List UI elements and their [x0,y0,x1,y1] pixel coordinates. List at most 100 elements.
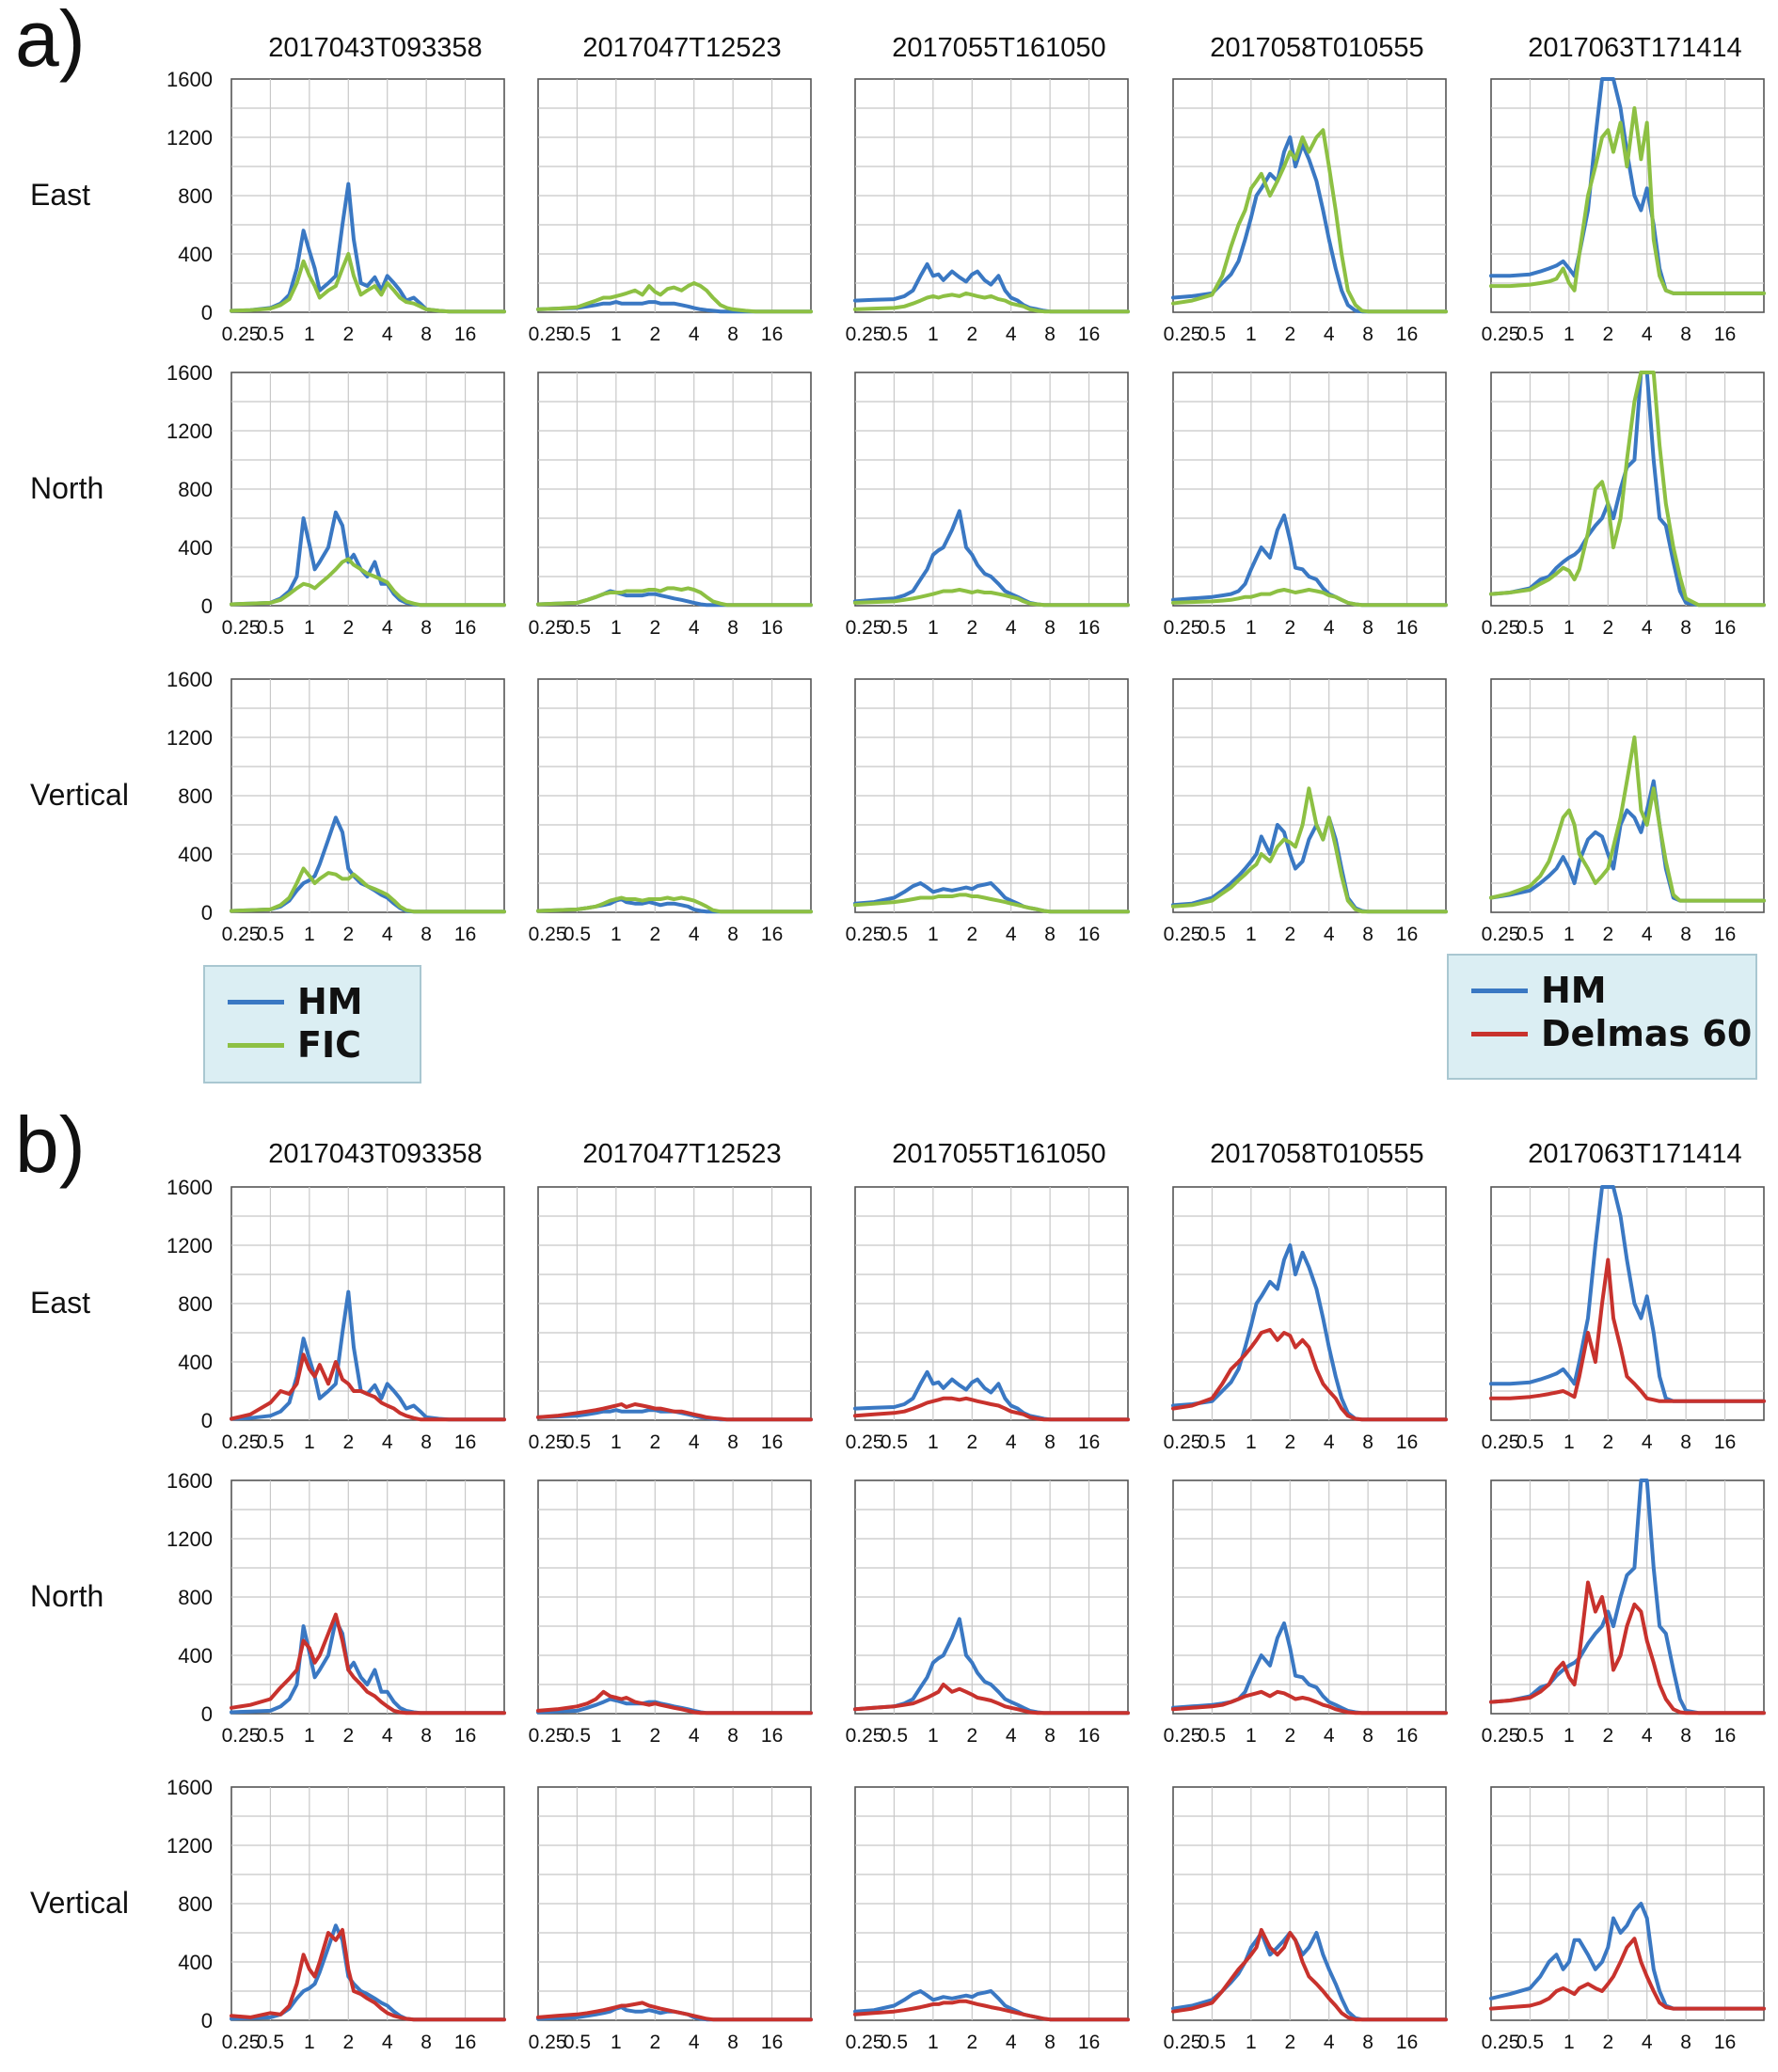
x-tick-label: 8 [1044,324,1056,345]
x-tick-label: 2 [1284,2032,1295,2053]
x-tick-label: 0.5 [881,324,908,345]
series-line-fic [536,895,813,914]
column-title: 2017058T010555 [1210,1139,1423,1169]
series-line-delmas-60 [230,1927,506,2022]
y-tick-label: 0 [201,901,213,925]
x-tick-label: 2 [649,924,660,945]
series-line-hm [1489,1479,1766,1716]
series-line-fic [1171,588,1448,608]
x-tick-label: 4 [689,1431,700,1453]
x-tick-label: 1 [611,924,622,945]
x-tick-label: 2 [1284,1431,1295,1453]
x-tick-label: 16 [1396,2032,1418,2053]
x-tick-label: 16 [1396,324,1418,345]
x-tick-label: 2 [649,1431,660,1453]
row-label: East [30,178,90,212]
x-tick-label: 1 [304,2032,315,2053]
x-tick-label: 0.25 [846,617,884,639]
legend-label-hm: HM [297,981,363,1022]
series-line-delmas-60 [230,1612,506,1716]
x-tick-label: 1 [928,2032,939,2053]
x-tick-label: 8 [421,324,432,345]
column-title: 2017058T010555 [1210,33,1423,63]
x-tick-label: 2 [342,324,354,345]
x-tick-label: 8 [1362,1431,1373,1453]
series-line-delmas-60 [536,2001,813,2022]
x-tick-label: 0.25 [1164,1725,1202,1747]
x-tick-label: 4 [689,1725,700,1747]
series-line-fic [853,291,1130,314]
x-tick-label: 16 [1396,924,1418,945]
y-tick-label: 800 [178,184,213,208]
x-tick-label: 1 [1246,1431,1257,1453]
x-tick-label: 4 [689,617,700,639]
x-tick-label: 0.25 [222,1431,261,1453]
x-tick-label: 0.25 [222,2032,261,2053]
row-label: Vertical [30,778,129,812]
x-tick-label: 4 [382,924,393,945]
series-line-delmas-60 [230,1352,506,1422]
legend-hm-fic: HM FIC [203,965,421,1083]
x-tick-label: 2 [342,617,354,639]
column-title: 2017055T161050 [892,1139,1105,1169]
x-tick-label: 0.5 [257,617,284,639]
series-line-fic [1489,106,1766,295]
series-line-delmas-60 [536,1689,813,1716]
row-label: North [30,1579,103,1613]
x-tick-label: 4 [1324,2032,1335,2053]
x-tick-label: 8 [727,1431,738,1453]
x-tick-label: 1 [304,617,315,639]
series-line-delmas-60 [1489,1580,1766,1716]
x-tick-label: 0.5 [1199,1725,1226,1747]
x-tick-label: 4 [1642,1725,1653,1747]
x-tick-label: 1 [304,1725,315,1747]
x-tick-label: 0.5 [564,924,591,945]
x-tick-label: 0.25 [529,617,567,639]
x-tick-label: 1 [1564,324,1575,345]
x-tick-label: 2 [1602,324,1613,345]
x-tick-label: 1 [1564,2032,1575,2053]
x-tick-label: 16 [454,1431,476,1453]
y-tick-label: 800 [178,784,213,808]
x-tick-label: 0.25 [1482,1431,1520,1453]
series-line-delmas-60 [1171,1327,1448,1422]
x-tick-label: 4 [1642,324,1653,345]
x-tick-label: 4 [1006,617,1017,639]
x-tick-label: 16 [454,2032,476,2053]
x-tick-label: 2 [649,324,660,345]
x-tick-label: 0.25 [529,924,567,945]
x-tick-label: 0.25 [846,324,884,345]
x-tick-label: 1 [1564,617,1575,639]
x-tick-label: 4 [1006,1431,1017,1453]
y-tick-label: 400 [178,1351,213,1374]
y-tick-label: 1600 [167,668,213,691]
x-tick-label: 0.5 [1516,1725,1544,1747]
x-tick-label: 1 [611,1725,622,1747]
column-title: 2017055T161050 [892,33,1105,63]
series-line-fic [536,281,813,314]
series-line-fic [853,588,1130,608]
x-tick-label: 16 [1396,1725,1418,1747]
x-tick-label: 8 [727,2032,738,2053]
x-tick-label: 1 [304,324,315,345]
column-title: 2017063T171414 [1528,33,1741,63]
x-tick-label: 8 [727,324,738,345]
x-tick-label: 2 [1284,324,1295,345]
x-tick-label: 8 [421,1725,432,1747]
x-tick-label: 4 [1324,617,1335,639]
x-tick-label: 4 [1324,924,1335,945]
x-tick-label: 0.5 [1199,2032,1226,2053]
legend-item-delmas: Delmas 60 [1449,1012,1755,1055]
x-tick-label: 8 [727,617,738,639]
series-line-delmas-60 [853,1999,1130,2022]
x-tick-label: 1 [928,924,939,945]
x-tick-label: 1 [1564,1431,1575,1453]
x-tick-label: 8 [1044,924,1056,945]
x-tick-label: 0.25 [222,324,261,345]
x-tick-label: 1 [611,617,622,639]
x-tick-label: 1 [304,1431,315,1453]
x-tick-label: 1 [1246,324,1257,345]
x-tick-label: 1 [611,324,622,345]
column-title: 2017047T12523 [582,1139,781,1169]
